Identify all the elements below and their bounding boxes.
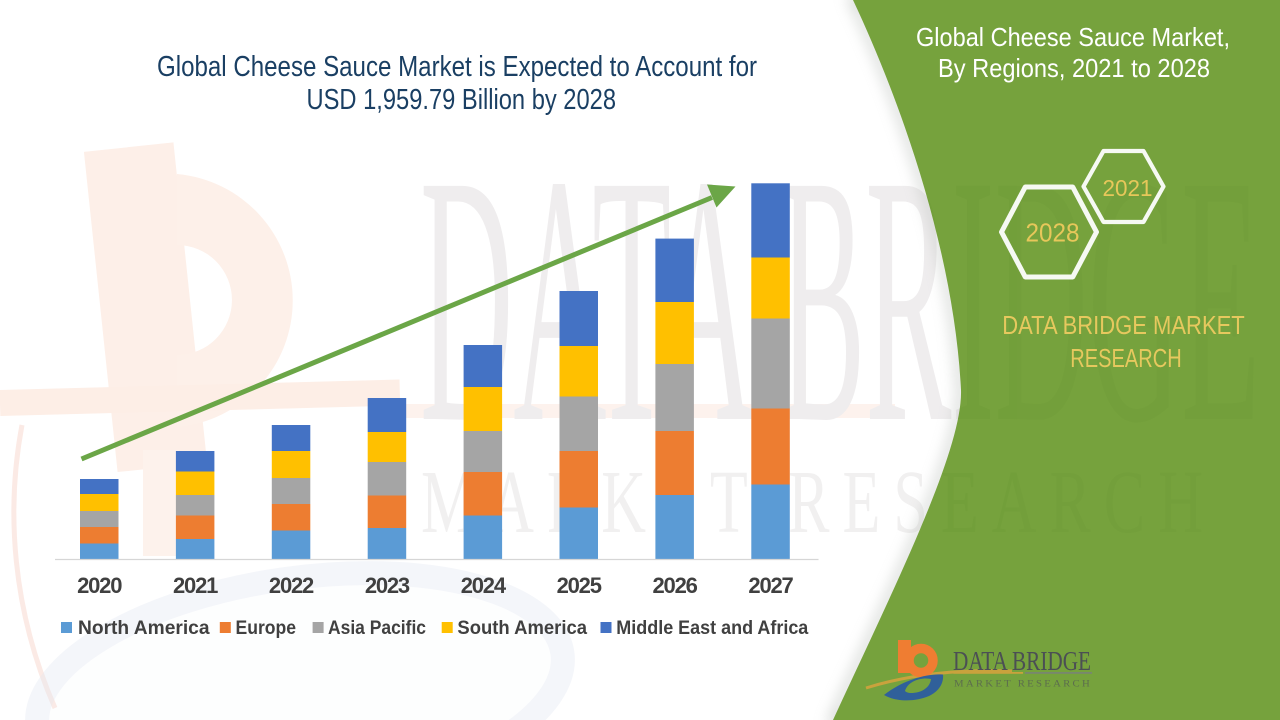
svg-text:2027: 2027 xyxy=(748,573,793,598)
svg-text:DATA BRIDGE MARKET: DATA BRIDGE MARKET xyxy=(1002,310,1245,340)
svg-text:Global Cheese Sauce Market,: Global Cheese Sauce Market, xyxy=(916,22,1230,52)
svg-text:RESEARCH: RESEARCH xyxy=(1070,343,1181,373)
svg-text:2028: 2028 xyxy=(1026,217,1080,247)
svg-text:2022: 2022 xyxy=(269,573,314,598)
svg-text:2025: 2025 xyxy=(557,573,602,598)
svg-text:2021: 2021 xyxy=(173,573,218,598)
svg-text:Global Cheese Sauce Market is: Global Cheese Sauce Market is Expected t… xyxy=(157,51,757,83)
svg-text:2021: 2021 xyxy=(1103,175,1153,201)
svg-text:2023: 2023 xyxy=(365,573,410,598)
svg-text:2020: 2020 xyxy=(77,573,122,598)
svg-text:Europe: Europe xyxy=(236,618,297,639)
svg-text:USD 1,959.79 Billion by 2028: USD 1,959.79 Billion by 2028 xyxy=(307,84,617,116)
svg-text:2024: 2024 xyxy=(461,573,507,598)
svg-text:North America: North America xyxy=(78,618,210,639)
svg-text:DATA BRIDGE: DATA BRIDGE xyxy=(953,646,1091,676)
svg-text:Asia Pacific: Asia Pacific xyxy=(328,618,426,639)
svg-text:2026: 2026 xyxy=(653,573,698,598)
svg-text:MARKET RESEARCH: MARKET RESEARCH xyxy=(954,680,1092,690)
svg-text:By Regions, 2021 to 2028: By Regions, 2021 to 2028 xyxy=(938,53,1210,83)
svg-text:South America: South America xyxy=(457,618,587,639)
svg-text:Middle East and Africa: Middle East and Africa xyxy=(616,618,808,639)
